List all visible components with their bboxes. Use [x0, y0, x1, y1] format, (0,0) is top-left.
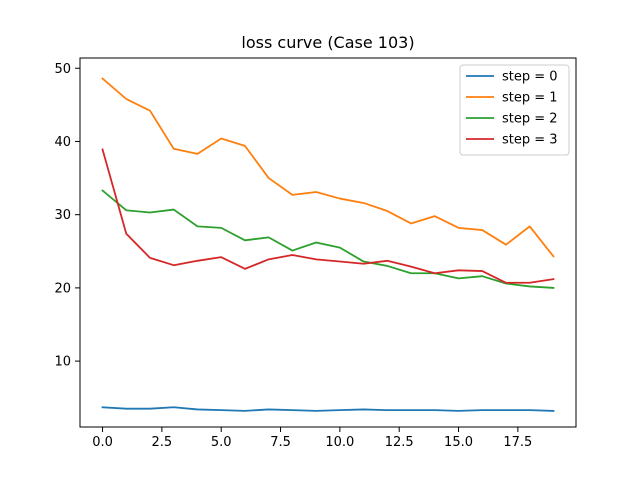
legend-label: step = 2 — [502, 112, 558, 127]
x-tick-label: 7.5 — [270, 435, 291, 450]
y-tick-label: 20 — [54, 281, 71, 296]
legend-label: step = 1 — [502, 91, 558, 106]
y-tick-label: 40 — [54, 135, 71, 150]
x-tick-label: 12.5 — [385, 435, 414, 450]
x-axis: 0.0 2.5 5.0 7.5 10.0 12.5 15.0 17.5 — [92, 427, 532, 450]
x-tick-label: 17.5 — [503, 435, 532, 450]
legend-label: step = 3 — [502, 133, 558, 148]
x-tick-label: 10.0 — [325, 435, 354, 450]
chart-title: loss curve (Case 103) — [241, 33, 414, 52]
series-line-step-2 — [101, 189, 555, 289]
legend-label: step = 0 — [502, 70, 558, 85]
legend: step = 0 step = 1 step = 2 step = 3 — [459, 64, 570, 156]
plot-area-frame — [79, 57, 577, 428]
y-tick-label: 50 — [54, 62, 71, 77]
x-tick-label: 0.0 — [92, 435, 113, 450]
x-tick-label: 2.5 — [152, 435, 173, 450]
x-tick-label: 5.0 — [211, 435, 232, 450]
y-tick-label: 10 — [54, 355, 71, 370]
x-tick-label: 15.0 — [444, 435, 473, 450]
y-tick-label: 30 — [54, 208, 71, 223]
series-line-step-0 — [101, 406, 555, 412]
legend-box — [459, 64, 570, 156]
series-line-step-3 — [101, 148, 555, 284]
plot-lines — [101, 77, 555, 412]
series-line-step-1 — [101, 77, 555, 258]
y-axis: 10 20 30 40 50 — [54, 62, 80, 370]
